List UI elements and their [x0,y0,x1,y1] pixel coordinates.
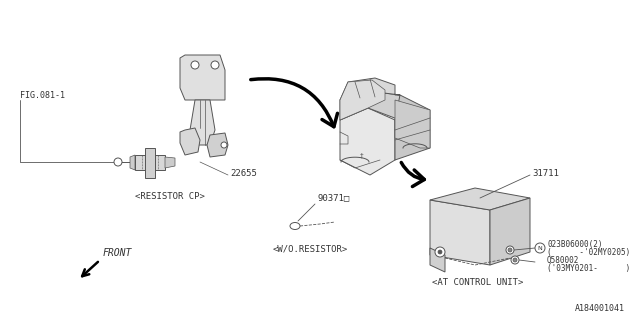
Circle shape [191,61,199,69]
Polygon shape [207,133,228,157]
Text: N: N [538,245,542,251]
Ellipse shape [290,222,300,229]
Circle shape [511,256,519,264]
Text: 31711: 31711 [532,170,559,179]
Circle shape [114,158,122,166]
Polygon shape [430,188,530,210]
Text: †: † [360,152,364,158]
Polygon shape [340,108,395,175]
Polygon shape [430,248,445,272]
Polygon shape [395,100,430,148]
Text: <W/O.RESISTOR>: <W/O.RESISTOR> [273,244,348,253]
Text: FRONT: FRONT [103,248,132,258]
Polygon shape [180,55,225,100]
Polygon shape [190,100,215,145]
Polygon shape [135,155,165,170]
Text: (      -'02MY0205): ( -'02MY0205) [547,247,630,257]
Circle shape [438,250,442,254]
Circle shape [211,61,219,69]
Polygon shape [340,78,400,100]
Circle shape [508,248,512,252]
Circle shape [435,247,445,257]
Text: 22655: 22655 [230,170,257,179]
Text: ('03MY0201-      ): ('03MY0201- ) [547,263,630,273]
FancyArrowPatch shape [401,163,424,187]
Text: 90371□: 90371□ [317,193,349,202]
Polygon shape [395,95,430,160]
Circle shape [506,246,514,254]
Polygon shape [340,90,400,120]
Polygon shape [430,200,490,265]
Text: Q580002: Q580002 [547,255,579,265]
Text: 023B06000(2): 023B06000(2) [547,241,602,250]
Polygon shape [180,128,200,155]
Text: <RESISTOR CP>: <RESISTOR CP> [135,192,205,201]
Circle shape [221,142,227,148]
Polygon shape [490,198,530,265]
Polygon shape [165,157,175,168]
Text: <AT CONTROL UNIT>: <AT CONTROL UNIT> [432,278,524,287]
Circle shape [535,243,545,253]
Polygon shape [340,80,385,120]
Circle shape [513,258,517,262]
Polygon shape [145,148,155,178]
Polygon shape [130,155,135,170]
Text: A184001041: A184001041 [575,304,625,313]
FancyArrowPatch shape [251,79,337,127]
Text: FIG.081-1: FIG.081-1 [20,91,65,100]
